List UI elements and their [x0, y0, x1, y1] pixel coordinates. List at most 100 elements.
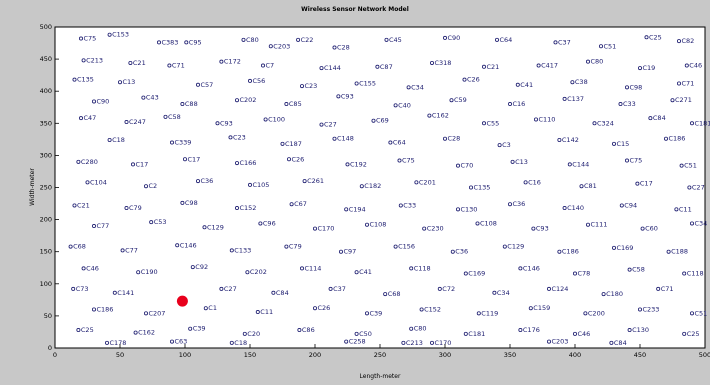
sensor-node-marker	[167, 63, 172, 68]
sensor-node-marker	[627, 267, 632, 272]
sensor-node-marker	[219, 286, 224, 291]
sensor-node-marker	[312, 306, 317, 311]
sensor-node-marker	[562, 206, 567, 211]
sensor-node-marker	[468, 185, 473, 190]
sensor-node-marker	[656, 286, 661, 291]
sensor-node-marker	[393, 244, 398, 249]
sensor-node-marker	[476, 311, 481, 316]
sensor-node-label: C46	[689, 62, 702, 70]
sensor-node-marker	[406, 85, 411, 90]
sensor-node-marker	[648, 116, 653, 121]
sensor-node-label: C70	[461, 162, 474, 170]
sensor-node-marker	[562, 96, 567, 101]
sensor-node-label: C108	[370, 221, 387, 229]
sensor-node-marker	[332, 136, 337, 141]
sensor-node-label: C64	[393, 139, 406, 147]
sensor-node-label: C37	[558, 38, 571, 46]
sensor-node-label: C26	[292, 155, 305, 163]
sensor-node-label: C169	[468, 270, 485, 278]
sensor-node-label: C11	[260, 308, 273, 316]
sensor-node-marker	[674, 207, 679, 212]
sensor-node-marker	[687, 185, 692, 190]
y-tick-label: 100	[40, 280, 52, 288]
sensor-node-label: C75	[402, 157, 415, 165]
sensor-node-marker	[107, 32, 112, 37]
sensor-node-label: C26	[318, 304, 331, 312]
y-tick-label: 50	[44, 312, 52, 320]
sensor-node-marker	[557, 249, 562, 254]
sensor-node-marker	[229, 248, 234, 253]
sensor-node-label: C200	[588, 309, 605, 317]
sensor-node-label: C79	[289, 243, 302, 251]
sensor-node-label: C169	[617, 244, 634, 252]
sensor-node-label: C59	[454, 96, 467, 104]
sensor-node-label: C15	[617, 140, 630, 148]
sensor-node-marker	[442, 35, 447, 40]
sensor-node-label: C203	[552, 338, 569, 346]
sensor-node-label: C85	[289, 100, 302, 108]
sensor-node-marker	[299, 266, 304, 271]
sensor-node-label: C27	[224, 285, 237, 293]
sensor-node-label: C118	[687, 270, 704, 278]
sensor-node-label: C46	[578, 330, 591, 338]
sensor-node-marker	[133, 330, 138, 335]
sensor-node-marker	[375, 64, 380, 69]
sensor-node-marker	[449, 98, 454, 103]
sensor-node-marker	[229, 340, 234, 345]
sensor-node-label: C93	[536, 225, 549, 233]
sensor-node-marker	[79, 36, 84, 41]
y-tick-label: 500	[40, 23, 52, 31]
sensor-node-marker	[247, 78, 252, 83]
sensor-node-marker	[437, 286, 442, 291]
sensor-node-label: C64	[500, 36, 513, 44]
sensor-node-label: C47	[84, 114, 97, 122]
sensor-node-label: C170	[435, 339, 452, 347]
sensor-node-marker	[124, 206, 129, 211]
sensor-node-marker	[586, 59, 591, 64]
sensor-node-label: C118	[414, 264, 431, 272]
sensor-node-label: C92	[195, 263, 208, 271]
sensor-node-marker	[427, 113, 432, 118]
sensor-node-label: C178	[110, 339, 127, 347]
sensor-node-label: C111	[591, 221, 608, 229]
sensor-node-marker	[72, 77, 77, 82]
sensor-node-marker	[141, 95, 146, 100]
sensor-node-label: C90	[97, 97, 110, 105]
sensor-node-label: C21	[487, 63, 500, 71]
sensor-node-label: C114	[305, 264, 322, 272]
sensor-node-label: C46	[86, 264, 99, 272]
sensor-node-marker	[203, 306, 208, 311]
sensor-node-label: C68	[388, 290, 401, 298]
sensor-node-label: C67	[294, 200, 307, 208]
sensor-node-marker	[528, 306, 533, 311]
sensor-node-marker	[130, 162, 135, 167]
sensor-node-marker	[234, 206, 239, 211]
sensor-node-label: C141	[117, 289, 134, 297]
sensor-node-label: C144	[324, 64, 341, 72]
sensor-node-marker	[422, 226, 427, 231]
sensor-node-marker	[190, 265, 195, 270]
sensor-node-label: C97	[344, 248, 357, 256]
sensor-node-label: C28	[337, 44, 350, 52]
sensor-node-marker	[677, 39, 682, 44]
sensor-node-label: C16	[513, 100, 526, 108]
sensor-node-label: C162	[432, 112, 449, 120]
sensor-node-label: C51	[684, 162, 697, 170]
sensor-node-marker	[612, 245, 617, 250]
sensor-node-marker	[120, 248, 125, 253]
sensor-node-marker	[68, 244, 73, 249]
sensor-node-marker	[92, 224, 97, 229]
sensor-node-label: C1	[208, 304, 217, 312]
sensor-node-marker	[384, 37, 389, 42]
y-tick-label: 350	[40, 119, 52, 127]
sensor-node-label: C80	[591, 58, 604, 66]
sensor-node-marker	[401, 340, 406, 345]
sensor-node-label: C93	[341, 92, 354, 100]
sensor-node-marker	[297, 328, 302, 333]
sensor-node-label: C88	[185, 100, 198, 108]
sensor-node-marker	[510, 159, 515, 164]
sensor-node-label: C23	[233, 133, 246, 141]
sensor-node-marker	[241, 37, 246, 42]
sensor-node-marker	[442, 136, 447, 141]
sensor-node-marker	[72, 203, 77, 208]
